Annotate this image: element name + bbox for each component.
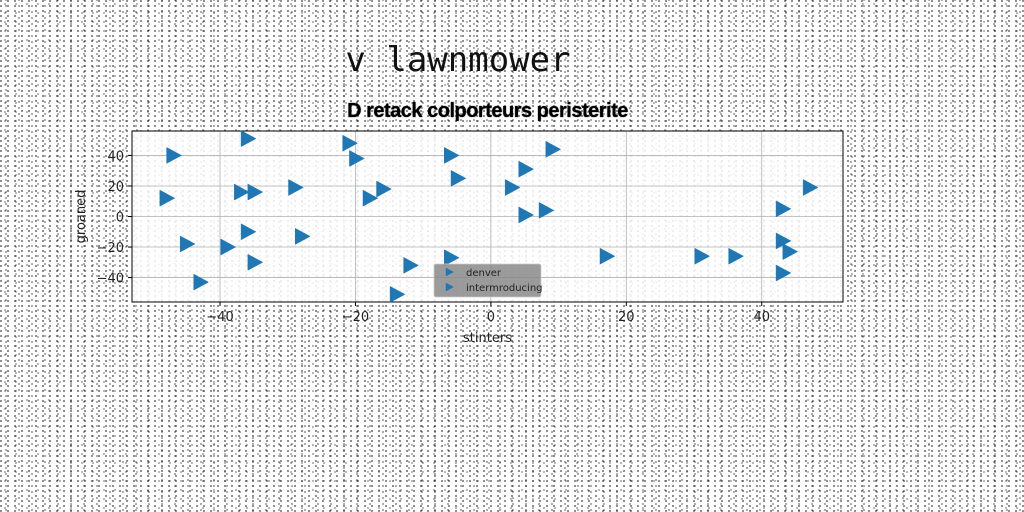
data-point [775, 200, 792, 218]
data-point [220, 238, 237, 256]
data-point [295, 227, 311, 245]
data-point [545, 140, 562, 158]
x-tick-label: −40 [206, 310, 233, 325]
data-point [362, 189, 379, 207]
data-point [728, 247, 744, 265]
data-point [234, 183, 250, 201]
data-point [775, 264, 792, 282]
data-point [166, 147, 182, 164]
data-point [349, 150, 365, 167]
data-point [518, 160, 535, 178]
legend-label: intermroducing [466, 283, 543, 294]
y-tick-label: −20 [97, 241, 124, 256]
legend-marker [445, 282, 454, 292]
data-point [802, 179, 819, 196]
y-tick-label: 40 [107, 149, 124, 164]
y-axis-label: groaned [74, 190, 89, 244]
x-axis-label: stinters [463, 331, 512, 346]
y-tick-label: 0 [116, 211, 124, 226]
data-point [444, 249, 460, 267]
y-tick-label: −40 [97, 272, 124, 287]
x-tick-label: −20 [342, 310, 369, 325]
x-tick-label: 20 [618, 310, 635, 325]
x-tick-label: 0 [487, 310, 495, 325]
data-point [599, 247, 616, 265]
data-point [389, 285, 406, 303]
figure-suptitle: v lawnmower [345, 40, 571, 80]
y-tick-label: 20 [107, 180, 124, 195]
data-point [159, 189, 176, 207]
data-point [444, 147, 460, 164]
data-point [288, 179, 304, 196]
data-point [240, 223, 257, 241]
data-point [782, 243, 799, 261]
data-point [342, 134, 359, 152]
legend-label: denver [466, 268, 502, 279]
data-point [504, 179, 521, 196]
data-point [179, 235, 196, 253]
data-point [518, 206, 535, 224]
data-point [247, 253, 264, 271]
legend-box [433, 263, 542, 298]
data-point [694, 247, 711, 265]
data-point [538, 201, 555, 219]
legend-marker [445, 267, 454, 277]
x-tick-label: 40 [753, 310, 770, 325]
data-point [240, 130, 257, 148]
chart-title: D retack colporteurs peristerite [347, 100, 628, 122]
data-point [450, 169, 467, 187]
data-point [403, 256, 419, 274]
data-point [193, 273, 210, 291]
data-point [376, 180, 392, 198]
